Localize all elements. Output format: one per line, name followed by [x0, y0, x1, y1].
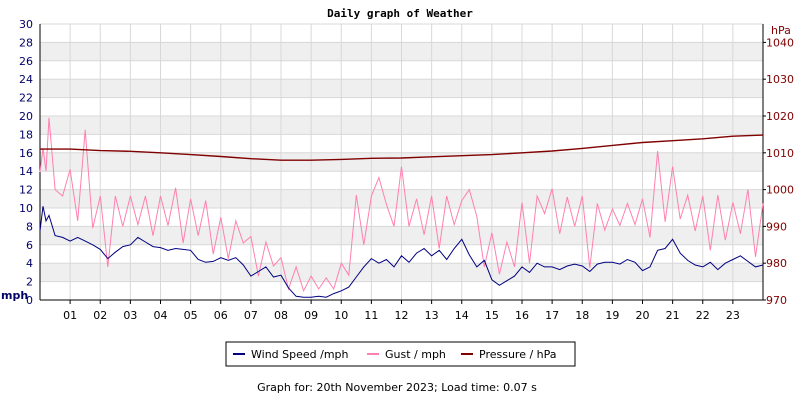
left-tick-label: 12: [19, 184, 33, 197]
left-axis-unit-label: mph: [1, 289, 28, 302]
x-tick-label: 19: [605, 309, 619, 322]
x-tick-label: 09: [304, 309, 318, 322]
x-tick-label: 05: [184, 309, 198, 322]
left-tick-label: 28: [19, 36, 33, 49]
right-axis-unit-label: hPa: [771, 24, 791, 37]
x-tick-label: 17: [545, 309, 559, 322]
x-tick-label: 08: [274, 309, 288, 322]
left-tick-label: 16: [19, 147, 33, 160]
left-tick-label: 8: [26, 220, 33, 233]
legend-gust-label: Gust / mph: [385, 348, 446, 361]
legend-pressure-label: Pressure / hPa: [479, 348, 557, 361]
right-tick-label: 990: [766, 220, 787, 233]
legend-wind-label: Wind Speed /mph: [251, 348, 349, 361]
x-tick-label: 13: [425, 309, 439, 322]
x-tick-label: 07: [244, 309, 258, 322]
right-tick-label: 1020: [766, 110, 794, 123]
right-tick-label: 980: [766, 257, 787, 270]
left-tick-label: 26: [19, 55, 33, 68]
series-wind-line: [39, 206, 764, 298]
series-pressure-line: [40, 134, 764, 161]
left-tick-label: 22: [19, 92, 33, 105]
x-tick-label: 06: [214, 309, 228, 322]
x-tick-label: 23: [726, 309, 740, 322]
right-tick-label: 970: [766, 294, 787, 307]
x-tick-label: 01: [63, 309, 77, 322]
right-axis-ticks: 970 980 990 1000 1010 1020 1030 1040: [763, 36, 794, 307]
right-tick-label: 1000: [766, 184, 794, 197]
x-tick-label: 03: [123, 309, 137, 322]
x-tick-label: 18: [575, 309, 589, 322]
right-tick-label: 1030: [766, 73, 794, 86]
left-tick-label: 6: [26, 239, 33, 252]
left-tick-label: 30: [19, 18, 33, 31]
left-tick-label: 10: [19, 202, 33, 215]
x-tick-label: 14: [455, 309, 469, 322]
x-tick-label: 04: [154, 309, 168, 322]
left-tick-label: 20: [19, 110, 33, 123]
right-tick-label: 1010: [766, 147, 794, 160]
left-tick-label: 24: [19, 73, 33, 86]
left-tick-label: 4: [26, 257, 33, 270]
footer-text: Graph for: 20th November 2023; Load time…: [257, 381, 537, 394]
left-tick-label: 14: [19, 165, 33, 178]
legend: Wind Speed /mph Gust / mph Pressure / hP…: [225, 341, 576, 367]
legend-box: [225, 341, 576, 367]
x-tick-label: 15: [485, 309, 499, 322]
x-tick-label: 11: [364, 309, 378, 322]
x-axis-ticks: 01 02 03 04 05 06 07 08 09 10 11 12 13 14 15 16 17 18 19 20…: [63, 300, 740, 322]
x-tick-label: 16: [515, 309, 529, 322]
left-tick-label: 18: [19, 128, 33, 141]
series-gust-line: [39, 117, 764, 293]
x-tick-label: 21: [666, 309, 680, 322]
chart-title: Daily graph of Weather: [327, 7, 473, 20]
series-lines: [39, 117, 764, 298]
left-tick-label: 0: [26, 294, 33, 307]
right-tick-label: 1040: [766, 36, 794, 49]
x-tick-label: 02: [93, 309, 107, 322]
x-tick-label: 20: [636, 309, 650, 322]
x-tick-label: 10: [334, 309, 348, 322]
x-tick-label: 12: [395, 309, 409, 322]
x-tick-label: 22: [696, 309, 710, 322]
left-tick-label: 2: [26, 276, 33, 289]
